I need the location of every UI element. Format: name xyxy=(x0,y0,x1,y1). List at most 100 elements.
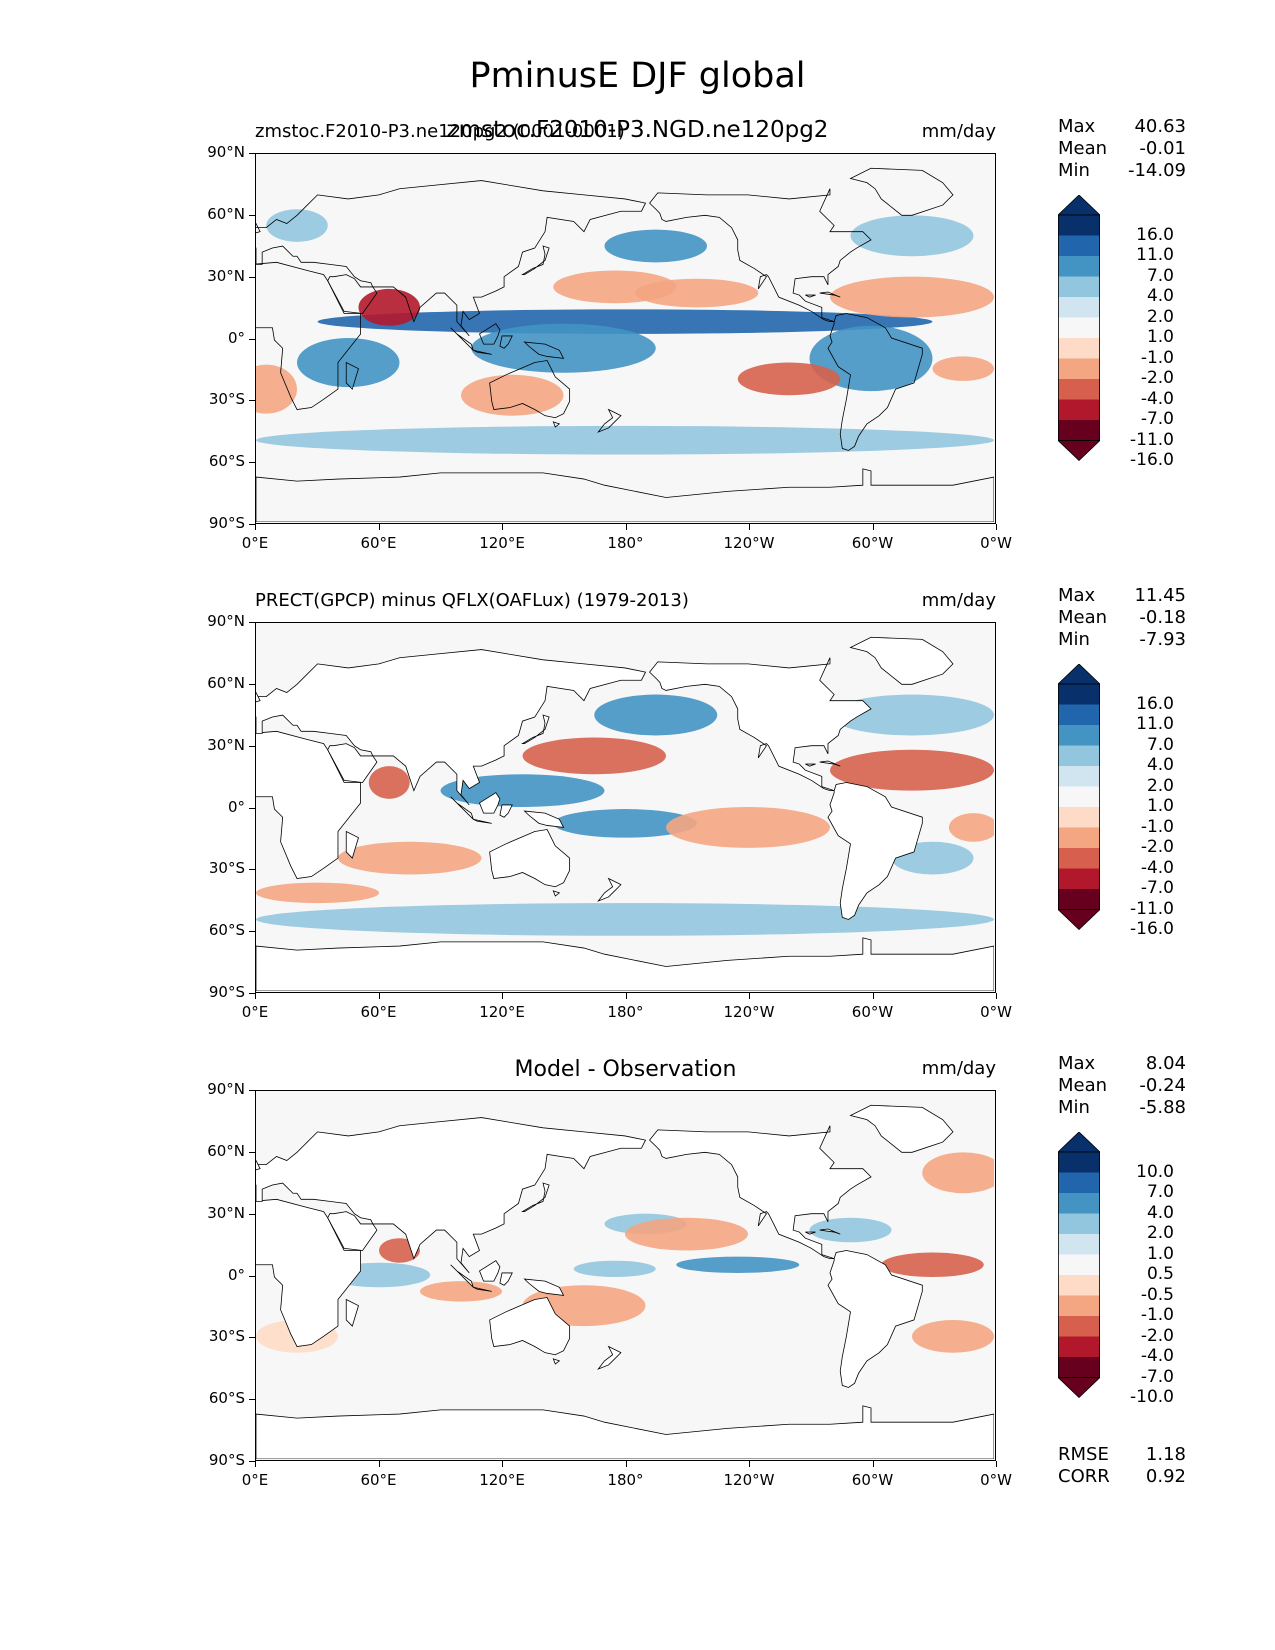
coastline xyxy=(521,1182,550,1213)
colorbar-level-label: 1.0 xyxy=(1146,1243,1174,1264)
coastline xyxy=(450,327,474,351)
colorbar-level-label: 11.0 xyxy=(1136,245,1174,265)
colorbar-level-label: -10.0 xyxy=(1130,1387,1174,1407)
contour-region xyxy=(297,338,400,388)
colorbar-level-label: 2.0 xyxy=(1146,306,1174,327)
coastline xyxy=(552,421,561,428)
x-tick xyxy=(502,524,503,530)
y-tick xyxy=(249,1275,255,1277)
units-label: mm/day xyxy=(921,1058,996,1079)
coastline xyxy=(597,1345,622,1370)
x-tick xyxy=(378,993,380,999)
contour-region xyxy=(948,813,994,842)
colorbar-segment xyxy=(1058,256,1100,277)
colorbar-segment xyxy=(1058,827,1100,849)
y-tick-label: 30°S xyxy=(208,859,245,878)
colorbar-segment xyxy=(1058,1213,1100,1235)
coastline xyxy=(499,1272,513,1286)
coastline xyxy=(478,792,501,814)
map-plot-area xyxy=(255,622,996,993)
coastline xyxy=(649,188,872,323)
colorbar-segment xyxy=(1058,766,1100,787)
metric-value: 0.92 xyxy=(1145,1466,1186,1487)
x-tick-label: 60°E xyxy=(360,534,397,552)
y-tick-label: 0° xyxy=(227,328,245,347)
y-tick xyxy=(249,1337,255,1339)
contour-region xyxy=(594,694,718,736)
colorbar-level-label: 4.0 xyxy=(1146,1202,1174,1223)
colorbar-segment xyxy=(1058,807,1100,828)
coastline xyxy=(256,730,361,879)
coastline xyxy=(256,180,647,337)
x-tick-label: 60°W xyxy=(851,534,894,552)
colorbar-level-label: 10.0 xyxy=(1136,1161,1174,1182)
colorbar-segment xyxy=(1058,848,1100,869)
colorbar-segment xyxy=(1058,704,1100,726)
colorbar-segment xyxy=(1058,317,1100,339)
contour-region xyxy=(266,209,328,242)
y-tick-label: 60°N xyxy=(207,673,245,692)
x-tick-label: 120°E xyxy=(479,1471,525,1489)
coastline xyxy=(327,743,378,783)
x-tick xyxy=(872,524,874,530)
y-tick-label: 90°S xyxy=(208,1451,245,1469)
y-tick-label: 90°S xyxy=(208,514,245,532)
colorbar-level-label: 1.0 xyxy=(1146,796,1174,816)
x-tick-label: 120°E xyxy=(479,1003,525,1021)
x-tick-label: 60°W xyxy=(851,1471,894,1489)
x-tick xyxy=(872,993,874,999)
stat-value: -0.24 xyxy=(1139,1075,1186,1096)
stat-value: -14.09 xyxy=(1127,160,1186,181)
stat-label: Mean xyxy=(1058,138,1108,159)
colorbar-segment xyxy=(1058,1336,1100,1358)
metric-label: RMSE xyxy=(1058,1444,1109,1465)
y-tick xyxy=(249,214,255,216)
x-tick xyxy=(502,993,503,999)
y-tick xyxy=(249,993,255,994)
colorbar-level-label: -1.0 xyxy=(1140,1305,1174,1325)
coastline xyxy=(327,1211,378,1251)
statistics-box: Max 8.04 Mean -0.24 Min -5.88 xyxy=(1058,1053,1186,1119)
coastline xyxy=(256,1117,647,1274)
colorbar-level-label: 0.5 xyxy=(1146,1264,1174,1284)
panel-title: PRECT(GPCP) minus QFLX(OAFLux) (1979-201… xyxy=(255,590,689,611)
stat-label: Mean xyxy=(1058,1075,1108,1096)
colorbar-segment xyxy=(1058,745,1100,767)
y-tick xyxy=(249,1461,255,1462)
colorbar-segment xyxy=(1058,1275,1100,1296)
contour-region xyxy=(256,425,994,455)
coastline xyxy=(805,763,816,767)
y-tick xyxy=(249,276,255,278)
coastline xyxy=(473,1286,492,1292)
x-tick xyxy=(996,1461,997,1467)
colorbar-level-label: 7.0 xyxy=(1146,734,1174,755)
coastline xyxy=(805,294,816,298)
colorbar-segment xyxy=(1058,297,1100,318)
colorbar-level-label: -11.0 xyxy=(1130,429,1174,450)
y-tick-label: 0° xyxy=(227,1265,245,1284)
coastline xyxy=(345,830,359,859)
coastline xyxy=(489,829,571,888)
units-label: mm/day xyxy=(921,121,996,142)
y-tick xyxy=(249,400,255,402)
colorbar-segment xyxy=(1058,1172,1100,1194)
contour-region xyxy=(830,749,994,791)
colorbar-level-label: 1.0 xyxy=(1146,327,1174,347)
y-tick-label: 90°S xyxy=(208,983,245,1001)
map-contour-field xyxy=(256,1091,994,1459)
coastline xyxy=(478,1260,501,1282)
coastline xyxy=(552,1358,561,1365)
x-tick xyxy=(749,524,750,530)
coastline xyxy=(827,313,923,451)
x-tick-label: 0°W xyxy=(980,534,1012,552)
y-tick-label: 30°N xyxy=(207,735,245,754)
y-tick xyxy=(249,1151,255,1153)
y-tick xyxy=(249,622,255,623)
y-tick-label: 60°N xyxy=(207,1141,245,1160)
y-tick xyxy=(249,931,255,933)
x-tick xyxy=(255,993,256,999)
contour-region xyxy=(911,1319,994,1353)
contour-region xyxy=(922,1152,994,1194)
stat-label: Max xyxy=(1058,1053,1096,1074)
colorbar-segment xyxy=(1058,379,1100,400)
